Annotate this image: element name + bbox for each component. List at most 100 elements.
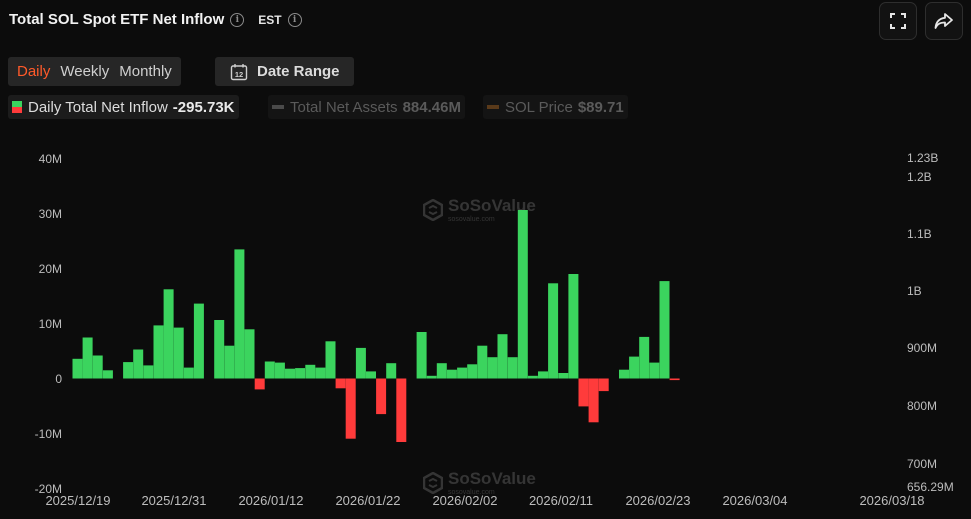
inflow-bar [264, 361, 275, 379]
inflow-bar [649, 362, 660, 379]
y-axis-right-tick-label: 656.29M [907, 480, 954, 494]
y-axis-right-tick-label: 1B [907, 284, 922, 298]
x-axis-tick-label: 2026/01/12 [238, 493, 303, 508]
info-icon[interactable]: i [230, 12, 245, 27]
y-axis-left-tick-label: -20M [35, 482, 62, 496]
inflow-bar [598, 378, 609, 392]
inflow-bar [224, 345, 235, 379]
inflow-bar [123, 362, 134, 379]
y-axis-right-tick-label: 700M [907, 457, 937, 471]
y-axis-left-tick-label: 20M [39, 262, 62, 276]
inflow-bar [659, 281, 670, 379]
assets-legend-swatch [272, 105, 284, 109]
inflow-bar [588, 378, 599, 423]
x-axis-tick-label: 2026/02/11 [529, 493, 593, 508]
watermark-sub: sosovalue.com [448, 216, 495, 223]
watermark-sub: sosovalue.com [448, 489, 495, 496]
inflow-bar [507, 357, 518, 379]
inflow-bar [558, 373, 569, 379]
inflow-bar [183, 367, 194, 379]
y-axis-left-tick-label: 0 [55, 372, 62, 386]
inflow-bar [92, 355, 103, 379]
x-axis-tick-label: 2025/12/31 [141, 493, 206, 508]
x-axis-tick-label: 2025/12/19 [45, 493, 110, 508]
y-axis-right-tick-label: 900M [907, 341, 937, 355]
inflow-bar [386, 363, 397, 379]
share-button[interactable] [925, 2, 963, 40]
inflow-bar [497, 334, 508, 379]
legend-assets-label: Total Net Assets [290, 98, 398, 116]
inflow-bar [629, 356, 640, 379]
interval-tabs: Daily Weekly Monthly [8, 57, 181, 86]
inflow-bar [639, 336, 650, 379]
inflow-bar [295, 368, 306, 379]
inflow-bar [619, 369, 629, 379]
y-axis-left-tick-label: 30M [39, 207, 62, 221]
inflow-bar [345, 378, 356, 439]
inflow-bar [274, 362, 285, 379]
inflow-bar [234, 249, 245, 379]
legend-inflow-label: Daily Total Net Inflow [28, 98, 168, 116]
legend-inflow-value: -295.73K [172, 98, 235, 116]
fullscreen-icon [890, 13, 906, 29]
inflow-legend-swatch [12, 101, 22, 113]
legend-item-price[interactable]: SOL Price $89.71 [483, 95, 628, 119]
inflow-bar [568, 274, 579, 379]
inflow-bar [426, 375, 437, 379]
inflow-bar [193, 303, 204, 379]
y-axis-left-tick-label: 40M [39, 152, 62, 166]
inflow-bar [214, 320, 225, 379]
inflow-bar [396, 378, 407, 442]
x-axis-tick-label: 2026/03/18 [859, 493, 924, 508]
date-range-label: Date Range [257, 63, 340, 80]
inflow-bar [669, 378, 680, 381]
y-axis-right-tick-label: 800M [907, 399, 937, 413]
inflow-bar [366, 371, 376, 379]
x-axis-tick-label: 2026/02/23 [625, 493, 690, 508]
inflow-bar [436, 363, 447, 379]
inflow-bar [143, 365, 154, 379]
inflow-bar [578, 378, 589, 407]
date-range-button[interactable]: 12 Date Range [215, 57, 354, 86]
x-axis-tick-label: 2026/02/02 [432, 493, 497, 508]
inflow-bar [72, 358, 83, 379]
tab-monthly[interactable]: Monthly [119, 63, 172, 80]
legend-price-label: SOL Price [505, 98, 573, 116]
timezone-label: EST [258, 12, 282, 27]
y-axis-left-tick-label: 10M [39, 317, 62, 331]
price-legend-swatch [487, 105, 499, 109]
tab-daily[interactable]: Daily [17, 63, 51, 80]
inflow-bar [416, 332, 427, 379]
legend-assets-value: 884.46M [402, 98, 461, 116]
inflow-bar [305, 364, 316, 379]
inflow-bar [285, 368, 295, 379]
calendar-icon: 12 [230, 63, 248, 80]
share-icon [934, 13, 953, 29]
inflow-bar [82, 337, 93, 379]
sosovalue-logo-icon [423, 471, 443, 494]
legend-item-inflow[interactable]: Daily Total Net Inflow -295.73K [8, 95, 239, 119]
legend-item-assets[interactable]: Total Net Assets 884.46M [268, 95, 465, 119]
watermark-bottom: SoSoValue sosovalue.com [423, 469, 536, 496]
inflow-bar [467, 364, 478, 379]
fullscreen-button[interactable] [879, 2, 917, 40]
inflow-bar [477, 345, 488, 379]
inflow-bar [355, 347, 366, 379]
inflow-bar [376, 378, 387, 415]
inflow-bar [254, 378, 265, 390]
watermark-top: SoSoValue sosovalue.com [423, 196, 536, 223]
sosovalue-logo-icon [423, 198, 443, 221]
inflow-bar [548, 283, 559, 379]
inflow-bar [173, 327, 184, 379]
y-axis-left-tick-label: -10M [35, 427, 62, 441]
x-axis-tick-label: 2026/01/22 [335, 493, 400, 508]
x-axis-tick-label: 2026/03/04 [722, 493, 787, 508]
inflow-bar [538, 371, 548, 379]
tab-weekly[interactable]: Weekly [60, 63, 110, 80]
inflow-bar [325, 341, 336, 379]
timezone-info-icon[interactable]: i [287, 12, 302, 27]
inflow-bar [315, 367, 326, 379]
inflow-bar [102, 370, 113, 379]
inflow-bar [335, 378, 346, 389]
